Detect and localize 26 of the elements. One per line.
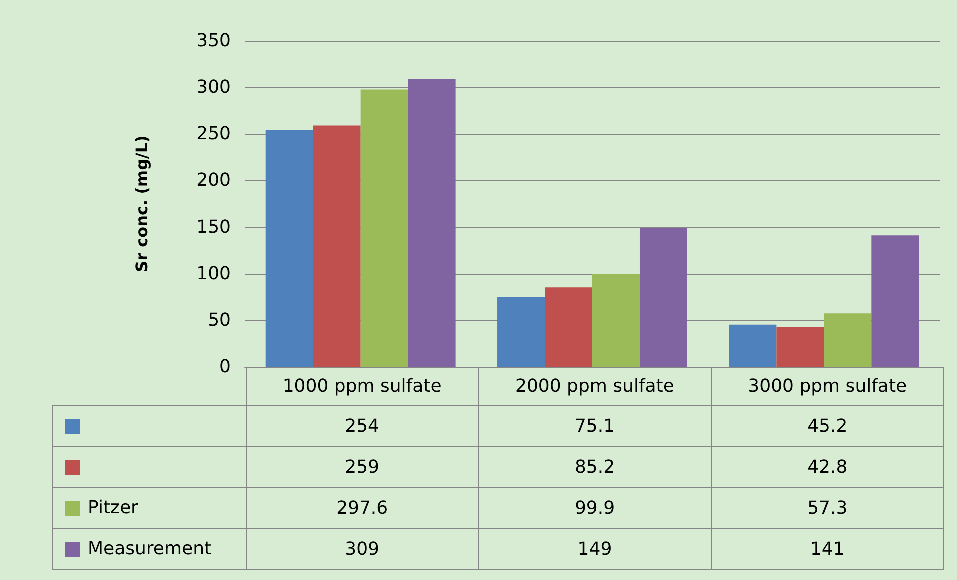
legend-label: Measurement — [88, 538, 212, 560]
data-label: 254 — [246, 406, 479, 446]
x-tick-label: 1000 ppm sulfate — [246, 368, 479, 406]
data-label: 57.3 — [711, 488, 944, 528]
data-label: 149 — [478, 528, 712, 570]
data-label: 309 — [246, 528, 479, 570]
y-tick-label: 100 — [196, 263, 231, 284]
y-tick-label: 300 — [196, 77, 231, 98]
legend-label: Pitzer — [88, 498, 138, 519]
y-tick-label: 150 — [196, 216, 231, 238]
data-label: 75.1 — [478, 406, 712, 446]
x-tick-label: 3000 ppm sulfate — [711, 368, 944, 406]
y-tick-label: 50 — [208, 310, 231, 331]
data-label: 141 — [711, 528, 944, 570]
x-tick-label: 2000 ppm sulfate — [478, 368, 712, 406]
data-label: 297.6 — [246, 488, 479, 528]
y-tick-label: 350 — [196, 30, 231, 52]
data-label: 85.2 — [478, 446, 712, 488]
y-tick-label: 0 — [220, 356, 231, 378]
data-label: 42.8 — [711, 446, 944, 488]
data-label: 259 — [246, 446, 479, 488]
y-tick-label: 200 — [196, 170, 231, 192]
y-axis-title: Sr conc. (mg/L) — [132, 136, 152, 272]
y-tick-label: 250 — [196, 124, 231, 145]
data-label: 45.2 — [711, 406, 944, 446]
data-label: 99.9 — [478, 488, 712, 528]
